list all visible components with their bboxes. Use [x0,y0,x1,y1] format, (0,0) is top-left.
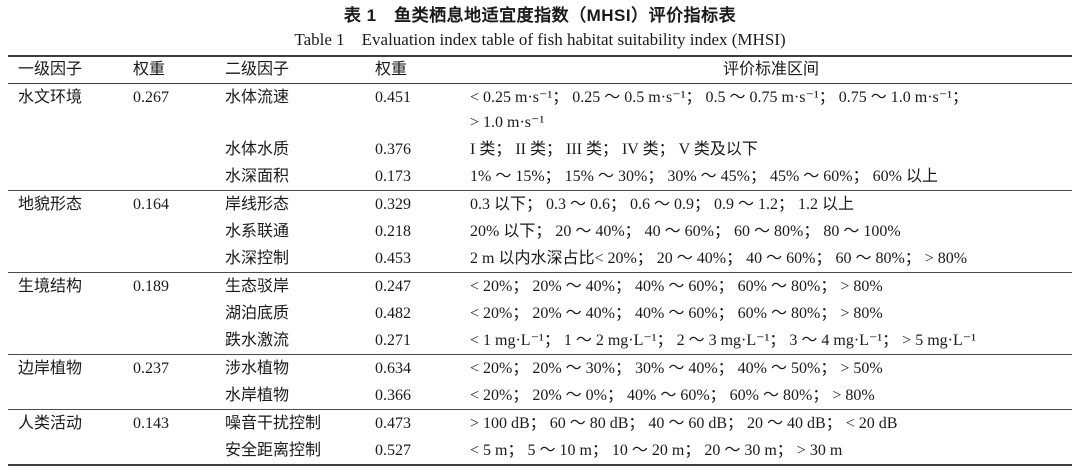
row-subfactor-cell: 湖泊底质 [225,305,290,322]
row-subweight-cell: 0.453 [375,250,411,267]
row-factor-cell [8,300,133,327]
table-row: 水体水质 0.376 I 类； II 类； III 类； IV 类； V 类及以… [8,136,1072,163]
table-row: 水系联通 0.218 20% 以下； 20 ～ 40%； 40 ～ 60%； 6… [8,218,1072,245]
row-factor-cell [8,437,133,465]
table-row: 水深面积 0.173 1% ～ 15%； 15% ～ 30%； 30% ～ 45… [8,163,1072,191]
table-row: 湖泊底质 0.482 < 20%； 20% ～ 40%； 40% ～ 60%； … [8,300,1072,327]
row-factor-cell [8,245,133,273]
row-subfactor-cell: 噪音干扰控制 [215,409,375,437]
row-criteria-cell: < 0.25 m·s⁻¹； 0.25 ～ 0.5 m·s⁻¹； 0.5 ～ 0.… [470,89,968,131]
row-criteria-cell: 1% ～ 15%； 15% ～ 30%； 30% ～ 45%； 45% ～ 60… [470,168,938,185]
row-subfactor-cell: 跌水激流 [225,332,290,349]
row-subweight-cell: 0.366 [375,387,411,404]
table-caption-en: Table 1 Evaluation index table of fish h… [294,30,786,49]
table-row: 水文环境 0.267 水体流速 0.451 < 0.25 m·s⁻¹； 0.25… [8,84,1072,137]
row-factor-cell [8,327,133,355]
row-subfactor-cell: 水体水质 [225,141,290,158]
header-weight-1: 权重 [133,56,215,84]
row-criteria-cell: < 20%； 20% ～ 30%； 30% ～ 40%； 40% ～ 50%； … [470,354,1072,382]
row-factor-weight-cell: 0.237 [133,354,215,382]
table-row: 人类活动 0.143 噪音干扰控制 0.473 > 100 dB； 60 ～ 8… [8,409,1072,437]
row-factor-weight-cell: 0.164 [133,190,215,218]
row-factor-weight-cell [133,382,215,410]
table-header-row: 一级因子 权重 二级因子 权重 评价标准区间 [8,56,1072,84]
row-factor-cell: 边岸植物 [8,354,133,382]
table-row: 安全距离控制 0.527 < 5 m； 5 ～ 10 m； 10 ～ 20 m；… [8,437,1072,465]
row-factor-weight-cell [133,136,215,163]
row-factor-cell: 地貌形态 [8,190,133,218]
row-criteria-cell: I 类； II 类； III 类； IV 类； V 类及以下 [470,141,758,158]
row-subweight-cell: 0.634 [375,354,470,382]
row-criteria-cell: < 5 m； 5 ～ 10 m； 10 ～ 20 m； 20 ～ 30 m； >… [470,442,843,459]
row-subweight-cell: 0.482 [375,305,411,322]
row-criteria-cell: < 20%； 20% ～ 40%； 40% ～ 60%； 60% ～ 80%； … [470,305,883,322]
row-subfactor-cell: 涉水植物 [215,354,375,382]
header-criteria: 评价标准区间 [470,56,1072,84]
row-criteria-cell: < 20%； 20% ～ 0%； 40% ～ 60%； 60% ～ 80%； >… [470,387,875,404]
row-factor-weight-cell: 0.267 [133,89,169,106]
row-criteria-cell: > 100 dB； 60 ～ 80 dB； 40 ～ 60 dB； 20 ～ 4… [470,409,1072,437]
header-weight-2: 权重 [375,56,470,84]
row-subweight-cell: 0.218 [375,223,411,240]
row-criteria-cell: < 20%； 20% ～ 40%； 40% ～ 60%； 60% ～ 80%； … [470,272,1072,300]
row-factor-weight-cell [133,218,215,245]
row-subweight-cell: 0.527 [375,442,411,459]
row-subweight-cell: 0.271 [375,332,411,349]
table-row: 边岸植物 0.237 涉水植物 0.634 < 20%； 20% ～ 30%； … [8,354,1072,382]
row-factor-cell [8,218,133,245]
row-subweight-cell: 0.329 [375,190,470,218]
row-factor-cell: 人类活动 [8,409,133,437]
row-factor-cell: 生境结构 [8,272,133,300]
table-row: 地貌形态 0.164 岸线形态 0.329 0.3 以下； 0.3 ～ 0.6；… [8,190,1072,218]
row-subfactor-cell: 水系联通 [225,223,290,240]
table-caption-zh: 表 1 鱼类栖息地适宜度指数（MHSI）评价指标表 [343,6,737,25]
row-factor-weight-cell: 0.189 [133,272,215,300]
row-subfactor-cell: 水岸植物 [225,387,290,404]
table-row: 水岸植物 0.366 < 20%； 20% ～ 0%； 40% ～ 60%； 6… [8,382,1072,410]
row-factor-weight-cell [133,437,215,465]
row-subfactor-cell: 水体流速 [225,89,290,106]
row-criteria-cell: 2 m 以内水深占比< 20%； 20 ～ 40%； 40 ～ 60%； 60 … [470,250,968,267]
row-subfactor-cell: 水深控制 [225,250,290,267]
row-factor-weight-cell: 0.143 [133,409,215,437]
row-factor-weight-cell [133,300,215,327]
table-row: 生境结构 0.189 生态驳岸 0.247 < 20%； 20% ～ 40%； … [8,272,1072,300]
row-subweight-cell: 0.376 [375,141,411,158]
evaluation-index-table: 一级因子 权重 二级因子 权重 评价标准区间 水文环境 0.267 水体流速 0… [8,55,1072,466]
row-subfactor-cell: 岸线形态 [215,190,375,218]
row-subweight-cell: 0.247 [375,272,470,300]
table-row: 跌水激流 0.271 < 1 mg·L⁻¹； 1 ～ 2 mg·L⁻¹； 2 ～… [8,327,1072,355]
row-subfactor-cell: 安全距离控制 [225,442,322,459]
header-level1-factor: 一级因子 [8,56,133,84]
row-criteria-cell: 20% 以下； 20 ～ 40%； 40 ～ 60%； 60 ～ 80%； 80… [470,223,901,240]
row-subweight-cell: 0.451 [375,89,411,106]
row-factor-cell [8,382,133,410]
row-factor-cell: 水文环境 [18,89,83,106]
row-subweight-cell: 0.473 [375,409,470,437]
row-criteria-cell: 0.3 以下； 0.3 ～ 0.6； 0.6 ～ 0.9； 0.9 ～ 1.2；… [470,190,1072,218]
row-subfactor-cell: 生态驳岸 [215,272,375,300]
table-row: 水深控制 0.453 2 m 以内水深占比< 20%； 20 ～ 40%； 40… [8,245,1072,273]
row-criteria-cell: < 1 mg·L⁻¹； 1 ～ 2 mg·L⁻¹； 2 ～ 3 mg·L⁻¹； … [470,332,976,349]
header-level2-factor: 二级因子 [215,56,375,84]
row-factor-weight-cell [133,245,215,273]
row-subweight-cell: 0.173 [375,168,411,185]
row-subfactor-cell: 水深面积 [225,168,290,185]
row-factor-weight-cell [133,327,215,355]
row-factor-cell [8,163,133,191]
row-factor-cell [8,136,133,163]
row-factor-weight-cell [133,163,215,191]
